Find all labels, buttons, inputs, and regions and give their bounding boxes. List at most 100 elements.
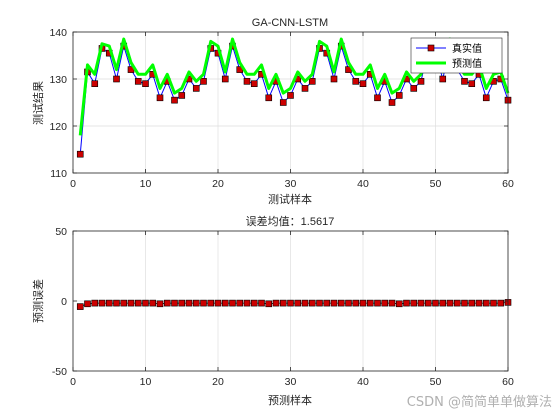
error-point bbox=[265, 300, 273, 308]
actual-point bbox=[395, 92, 403, 99]
error-point bbox=[185, 299, 193, 307]
error-point bbox=[98, 299, 106, 307]
error-point bbox=[461, 299, 468, 307]
error-point bbox=[178, 299, 186, 307]
error-point bbox=[417, 299, 425, 307]
error-point bbox=[279, 299, 287, 307]
actual-point bbox=[308, 78, 316, 85]
actual-point bbox=[461, 78, 468, 85]
bottom-x-tick-label: 20 bbox=[212, 376, 224, 388]
error-point bbox=[229, 299, 236, 307]
error-point bbox=[272, 299, 280, 307]
top-axes: 0 10 20 30 40 50 60 110 120 130 140 GA-CNN-LSTM 测试… bbox=[32, 17, 514, 206]
error-point bbox=[403, 299, 410, 307]
top-y-tick-label: 120 bbox=[49, 121, 67, 133]
error-point bbox=[410, 299, 418, 307]
error-point bbox=[243, 299, 251, 307]
bottom-x-tick-label: 10 bbox=[140, 376, 152, 388]
bottom-x-tick-label: 60 bbox=[502, 376, 514, 388]
actual-point bbox=[243, 78, 251, 85]
actual-point bbox=[171, 96, 178, 104]
error-point bbox=[250, 299, 258, 307]
error-point bbox=[142, 299, 149, 307]
error-point bbox=[221, 299, 229, 307]
error-point bbox=[163, 299, 171, 307]
bottom-x-tick-label: 50 bbox=[430, 376, 442, 388]
actual-point bbox=[76, 150, 84, 158]
actual-point bbox=[221, 75, 229, 83]
error-point bbox=[171, 299, 178, 307]
error-point bbox=[127, 299, 135, 307]
actual-point bbox=[279, 99, 287, 106]
error-point bbox=[352, 299, 360, 307]
actual-point bbox=[200, 78, 207, 85]
top-y-tick-label: 130 bbox=[49, 74, 67, 86]
error-point bbox=[345, 299, 352, 307]
error-point bbox=[105, 299, 113, 307]
error-point bbox=[316, 299, 323, 307]
error-point bbox=[287, 299, 294, 307]
error-point bbox=[381, 299, 389, 307]
top-title: GA-CNN-LSTM bbox=[252, 17, 328, 29]
actual-point bbox=[192, 85, 200, 92]
actual-point bbox=[417, 78, 425, 85]
error-point bbox=[91, 299, 99, 307]
legend-predicted-label: 预测值 bbox=[452, 57, 482, 70]
top-x-tick-label: 40 bbox=[357, 178, 369, 190]
error-point bbox=[134, 299, 142, 307]
error-point bbox=[301, 299, 309, 307]
error-point bbox=[200, 299, 207, 307]
error-point bbox=[214, 299, 222, 307]
actual-point bbox=[388, 99, 396, 106]
error-point bbox=[156, 300, 164, 308]
bottom-x-tick-label: 30 bbox=[285, 376, 297, 388]
top-y-tick-label: 140 bbox=[49, 27, 67, 39]
bottom-x-axis-label: 预测样本 bbox=[268, 393, 312, 407]
bottom-series bbox=[76, 299, 512, 310]
error-point bbox=[432, 299, 439, 307]
error-point bbox=[308, 299, 316, 307]
bottom-x-tick-label: 40 bbox=[357, 376, 369, 388]
top-x-tick-label: 30 bbox=[285, 178, 297, 190]
bottom-y-tick-label: 50 bbox=[55, 226, 67, 238]
error-point bbox=[330, 299, 338, 307]
error-point bbox=[424, 299, 432, 307]
actual-point bbox=[374, 94, 381, 102]
actual-point bbox=[113, 75, 120, 83]
legend-actual-marker bbox=[427, 44, 435, 52]
error-point bbox=[395, 300, 403, 308]
actual-point bbox=[482, 94, 490, 102]
bottom-y-axis-label: 预测误差 bbox=[31, 279, 45, 323]
error-point bbox=[207, 299, 215, 307]
error-point bbox=[475, 299, 483, 307]
top-x-tick-label: 60 bbox=[502, 178, 514, 190]
error-point bbox=[236, 299, 244, 307]
actual-point bbox=[142, 80, 149, 87]
error-point bbox=[453, 299, 461, 307]
actual-point bbox=[301, 85, 309, 92]
actual-point bbox=[287, 92, 294, 99]
error-point bbox=[192, 299, 200, 307]
bottom-y-tick-label: 0 bbox=[61, 296, 67, 308]
error-point bbox=[468, 299, 476, 307]
error-point bbox=[113, 299, 120, 307]
error-point bbox=[294, 299, 302, 307]
error-point bbox=[359, 299, 367, 307]
actual-point bbox=[156, 94, 164, 102]
error-point bbox=[446, 299, 454, 307]
top-y-tick-label: 110 bbox=[50, 168, 67, 180]
actual-point bbox=[265, 94, 273, 102]
error-point bbox=[76, 303, 84, 310]
bottom-title: 误差均值：1.5617 bbox=[246, 214, 335, 228]
actual-point bbox=[439, 75, 447, 83]
top-x-tick-label: 0 bbox=[70, 178, 76, 190]
bottom-y-tick-label: -50 bbox=[52, 366, 67, 378]
bottom-x-tick-label: 0 bbox=[70, 376, 76, 388]
top-x-axis-label: 测试样本 bbox=[268, 192, 312, 206]
legend-actual-label: 真实值 bbox=[452, 42, 482, 55]
error-point bbox=[337, 299, 345, 307]
actual-point bbox=[330, 75, 338, 83]
